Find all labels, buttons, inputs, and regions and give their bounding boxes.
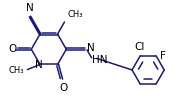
- Text: N: N: [87, 43, 95, 53]
- Text: CH₃: CH₃: [67, 10, 83, 19]
- Text: CH₃: CH₃: [8, 66, 24, 75]
- Text: HN: HN: [92, 55, 108, 65]
- Text: N: N: [26, 3, 34, 13]
- Text: O: O: [60, 83, 68, 93]
- Text: Cl: Cl: [134, 42, 145, 52]
- Text: O: O: [9, 44, 17, 54]
- Text: F: F: [161, 51, 166, 61]
- Text: N: N: [35, 60, 43, 70]
